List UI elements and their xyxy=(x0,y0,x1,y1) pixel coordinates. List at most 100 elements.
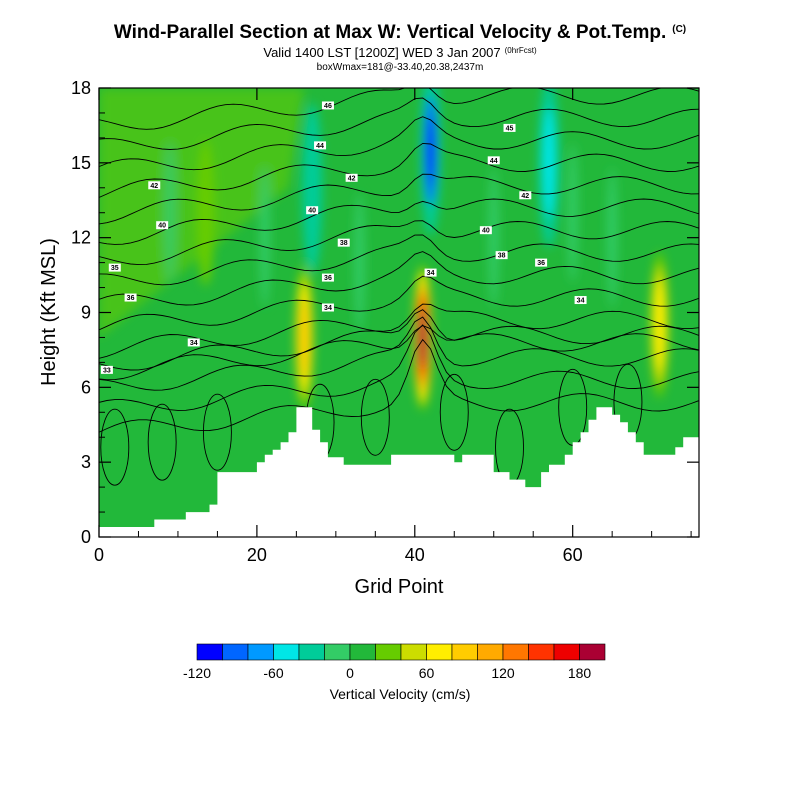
colorbar-tick-label: -120 xyxy=(183,665,211,681)
isentrope-label: 36 xyxy=(537,260,545,267)
isentrope-line xyxy=(99,251,699,306)
isentrope-cell xyxy=(360,378,390,456)
colorbar-swatch xyxy=(400,643,427,661)
downdraft-peak xyxy=(426,115,435,186)
isentrope-line xyxy=(99,325,699,381)
isentrope-line xyxy=(99,97,699,150)
field-streak xyxy=(165,142,176,283)
colorbar-swatch xyxy=(426,643,453,661)
isentrope-label-bg xyxy=(108,263,121,272)
isentrope-label: 36 xyxy=(127,295,135,302)
field-streak xyxy=(488,167,499,308)
y-tick-label: 9 xyxy=(81,303,91,323)
isentrope-label: 45 xyxy=(506,125,514,132)
x-tick-label: 40 xyxy=(405,545,425,565)
isentrope-label: 40 xyxy=(158,223,166,230)
field-streak xyxy=(567,142,578,283)
isentrope-label-bg xyxy=(424,268,437,277)
colorbar-swatch xyxy=(528,643,555,661)
isentrope-cell xyxy=(100,408,130,486)
isentrope-label-bg xyxy=(503,123,516,132)
colorbar-tick-label: -60 xyxy=(263,665,283,681)
isentrope-label: 34 xyxy=(324,305,332,312)
isentrope-label-bg xyxy=(148,181,161,190)
y-tick-label: 12 xyxy=(71,228,91,248)
isentrope-line xyxy=(99,220,699,266)
isentrope-label: 44 xyxy=(490,158,498,165)
isentrope-label-bg xyxy=(321,303,334,312)
isentrope-label-bg xyxy=(321,273,334,282)
isentrope-label-bg xyxy=(337,238,350,247)
chart-subtitle-text: Valid 1400 LST [1200Z] WED 3 Jan 2007 xyxy=(263,45,501,60)
isentrope-label-bg xyxy=(479,226,492,235)
isentrope-label: 40 xyxy=(482,228,490,235)
isentrope-line xyxy=(99,275,699,331)
colorbar-swatch xyxy=(375,643,402,661)
isentrope-cell xyxy=(147,403,177,481)
isentrope-line xyxy=(99,316,699,391)
chart-title: Wind-Parallel Section at Max W: Vertical… xyxy=(0,22,800,44)
field-streak xyxy=(259,167,270,308)
isentrope-label: 40 xyxy=(308,208,316,215)
field-streak xyxy=(607,167,618,308)
updraft-core xyxy=(418,308,427,367)
colorbar-swatch xyxy=(222,643,249,661)
terrain-mask xyxy=(99,407,699,537)
y-tick-label: 15 xyxy=(71,153,91,173)
chart-subtitle: Valid 1400 LST [1200Z] WED 3 Jan 2007 (0h… xyxy=(0,45,800,60)
chart-title-text: Wind-Parallel Section at Max W: Vertical… xyxy=(113,22,667,43)
colorbar-tick-label: 0 xyxy=(346,665,354,681)
isentrope-label-bg xyxy=(156,221,169,230)
y-axis-label: Height (Kft MSL) xyxy=(38,238,60,386)
isentrope-labels: 33 34 35 36 40 42 46 44 42 40 38 36 34 34 45 44 42 40 38 36… xyxy=(100,101,587,374)
colorbar-swatch xyxy=(553,643,580,661)
isentrope-label: 34 xyxy=(190,340,198,347)
y-tick-label: 18 xyxy=(71,78,91,98)
forecast-tag: (0hrFcst) xyxy=(504,46,537,55)
colorbar-swatch xyxy=(477,643,504,661)
colorbar-swatch xyxy=(247,643,274,661)
updraft-core xyxy=(298,297,310,378)
colorbar-swatch xyxy=(273,643,300,661)
colorbar-swatch xyxy=(579,643,606,661)
isentrope-line xyxy=(99,338,699,433)
copyright-mark: (C) xyxy=(672,24,687,35)
y-tick-label: 3 xyxy=(81,452,91,472)
isentrope-label: 42 xyxy=(150,183,158,190)
isentrope-line xyxy=(99,88,699,130)
colorbar-swatch xyxy=(196,643,223,661)
terrain xyxy=(99,407,699,537)
colorbar-tick-label: 120 xyxy=(491,665,515,681)
colorbar-label: Vertical Velocity (cm/s) xyxy=(330,686,471,702)
isentrope-label-bg xyxy=(314,141,327,150)
isentrope-label: 46 xyxy=(324,103,332,110)
isentrope-line xyxy=(99,198,699,245)
colorbar: -120 -60 0 60 120 180 xyxy=(183,643,606,681)
isentrope-label: 42 xyxy=(521,193,529,200)
x-tick-label: 60 xyxy=(563,545,583,565)
isentrope-cell xyxy=(558,368,588,446)
isentrope-cell xyxy=(202,393,232,471)
isentrope-label: 42 xyxy=(348,175,356,182)
isentrope-label: 34 xyxy=(577,298,585,305)
colorbar-tick-label: 180 xyxy=(568,665,592,681)
colorbar-tick-label: 60 xyxy=(419,665,435,681)
field-streak xyxy=(354,192,365,333)
colorbar-swatch xyxy=(451,643,478,661)
downdraft-core xyxy=(543,107,555,218)
isentrope-label-bg xyxy=(495,251,508,260)
x-tick-label: 20 xyxy=(247,545,267,565)
isentrope-label-bg xyxy=(124,293,137,302)
isentrope-line xyxy=(99,324,699,411)
isentrope-label-bg xyxy=(100,365,113,374)
y-tick-label: 6 xyxy=(81,377,91,397)
isentrope-label: 35 xyxy=(111,265,119,272)
isentrope-line xyxy=(99,234,699,286)
colorbar-swatch xyxy=(324,643,351,661)
isentrope-cell xyxy=(439,373,469,451)
isentrope-label: 34 xyxy=(427,270,435,277)
isentrope-label-bg xyxy=(519,191,532,200)
isentrope-label-bg xyxy=(187,338,200,347)
